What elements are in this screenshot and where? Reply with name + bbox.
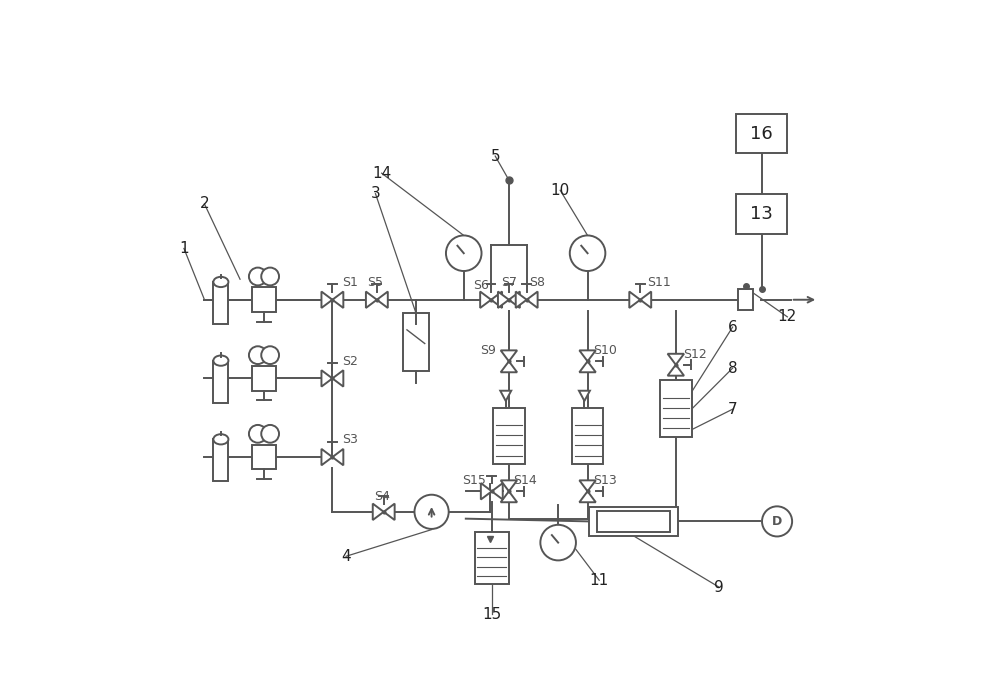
Bar xyxy=(597,511,670,532)
Text: 13: 13 xyxy=(750,205,773,223)
Polygon shape xyxy=(668,354,684,365)
Bar xyxy=(736,114,787,154)
Text: 3: 3 xyxy=(371,186,380,201)
Polygon shape xyxy=(332,370,343,387)
Polygon shape xyxy=(509,292,520,308)
Circle shape xyxy=(249,425,267,443)
Text: 8: 8 xyxy=(728,361,737,376)
Bar xyxy=(736,194,787,234)
Text: S9: S9 xyxy=(480,345,496,357)
Text: 12: 12 xyxy=(778,309,797,325)
Text: 2: 2 xyxy=(200,196,209,211)
Bar xyxy=(403,313,429,371)
Polygon shape xyxy=(579,362,596,372)
Circle shape xyxy=(249,346,267,364)
Circle shape xyxy=(446,235,482,271)
Text: 10: 10 xyxy=(551,183,570,198)
Text: 9: 9 xyxy=(714,579,724,595)
Bar xyxy=(572,408,603,464)
Circle shape xyxy=(540,525,576,560)
Bar xyxy=(252,288,276,312)
Polygon shape xyxy=(498,292,509,308)
Bar xyxy=(252,445,276,469)
Circle shape xyxy=(261,425,279,443)
Polygon shape xyxy=(640,292,651,308)
Circle shape xyxy=(261,346,279,364)
Text: S5: S5 xyxy=(367,276,383,289)
Text: 1: 1 xyxy=(179,241,189,256)
Polygon shape xyxy=(501,350,517,362)
Text: S4: S4 xyxy=(374,489,390,503)
Circle shape xyxy=(762,506,792,537)
Text: S6: S6 xyxy=(473,279,489,292)
Text: 4: 4 xyxy=(341,549,351,564)
Bar xyxy=(589,507,678,536)
Polygon shape xyxy=(373,504,384,520)
Polygon shape xyxy=(501,362,517,372)
Text: 11: 11 xyxy=(590,573,609,588)
Circle shape xyxy=(414,495,449,529)
Polygon shape xyxy=(516,292,527,308)
Polygon shape xyxy=(501,480,517,491)
Text: D: D xyxy=(772,515,782,528)
Polygon shape xyxy=(321,370,332,387)
Bar xyxy=(213,439,228,482)
Circle shape xyxy=(249,267,267,285)
Text: S10: S10 xyxy=(593,345,617,357)
Bar xyxy=(660,380,692,436)
Ellipse shape xyxy=(213,277,228,287)
Circle shape xyxy=(261,267,279,285)
Polygon shape xyxy=(321,292,332,308)
Text: 7: 7 xyxy=(728,402,737,417)
Bar xyxy=(738,290,753,310)
Bar xyxy=(475,533,509,584)
Polygon shape xyxy=(579,480,596,491)
Text: S14: S14 xyxy=(513,475,537,487)
Bar xyxy=(213,361,228,403)
Ellipse shape xyxy=(213,434,228,445)
Bar xyxy=(493,408,525,464)
Text: 16: 16 xyxy=(750,124,773,142)
Polygon shape xyxy=(500,391,511,401)
Polygon shape xyxy=(629,292,640,308)
Text: S13: S13 xyxy=(593,475,617,487)
Text: S7: S7 xyxy=(501,276,517,289)
Text: 15: 15 xyxy=(482,607,501,622)
Polygon shape xyxy=(332,449,343,466)
Polygon shape xyxy=(491,292,502,308)
Text: S12: S12 xyxy=(683,348,706,361)
Text: 5: 5 xyxy=(490,149,500,163)
Bar xyxy=(252,366,276,391)
Polygon shape xyxy=(321,449,332,466)
Text: 14: 14 xyxy=(372,165,391,181)
Polygon shape xyxy=(492,483,503,500)
Polygon shape xyxy=(668,365,684,376)
Polygon shape xyxy=(579,391,590,401)
Polygon shape xyxy=(481,483,492,500)
Polygon shape xyxy=(579,491,596,503)
Polygon shape xyxy=(501,491,517,503)
Polygon shape xyxy=(332,292,343,308)
Text: S2: S2 xyxy=(342,355,358,368)
Text: S8: S8 xyxy=(529,276,545,289)
Circle shape xyxy=(570,235,605,271)
Polygon shape xyxy=(480,292,491,308)
Text: S1: S1 xyxy=(342,276,358,289)
Text: S11: S11 xyxy=(647,276,671,289)
Text: S15: S15 xyxy=(462,475,486,487)
Text: 6: 6 xyxy=(728,320,737,334)
Polygon shape xyxy=(366,292,377,308)
Text: S3: S3 xyxy=(342,433,358,447)
Polygon shape xyxy=(527,292,538,308)
Bar xyxy=(213,282,228,324)
Polygon shape xyxy=(579,350,596,362)
Polygon shape xyxy=(377,292,388,308)
Polygon shape xyxy=(384,504,395,520)
Ellipse shape xyxy=(213,355,228,366)
